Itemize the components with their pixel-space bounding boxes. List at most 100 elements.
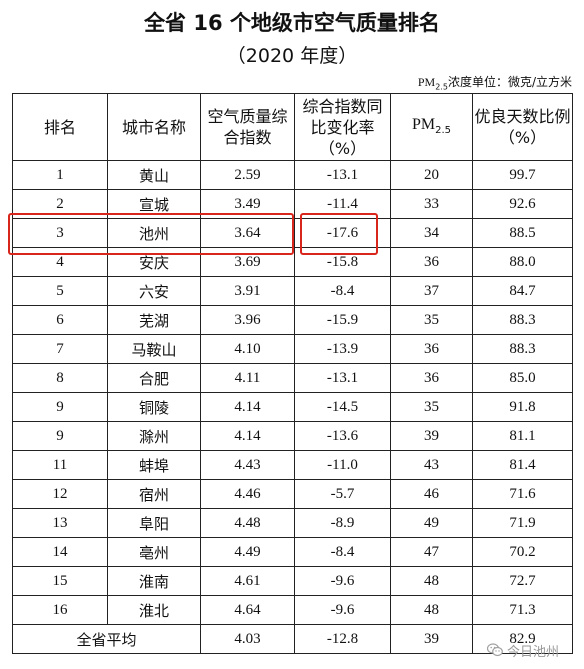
change-cell: -8.9 <box>294 508 391 538</box>
change-cell: -17.6 <box>294 218 391 248</box>
pm25-cell: 36 <box>390 334 473 364</box>
table-row: 15 淮南 4.61 -9.6 48 72.7 <box>12 566 573 596</box>
good-days-cell: 91.8 <box>472 392 573 422</box>
index-cell: 4.14 <box>200 392 295 422</box>
city-cell: 安庆 <box>107 247 201 277</box>
table-row: 6 芜湖 3.96 -15.9 35 88.3 <box>12 305 573 335</box>
highlight-box-change <box>300 213 378 255</box>
highlight-box-row <box>8 213 294 255</box>
rank-cell: 4 <box>12 247 108 277</box>
change-cell: -13.9 <box>294 334 391 364</box>
rank-cell: 15 <box>12 566 108 596</box>
pm25-cell: 35 <box>390 305 473 335</box>
pm25-cell: 33 <box>390 189 473 219</box>
change-cell: -13.1 <box>294 160 391 190</box>
good-days-cell: 84.7 <box>472 276 573 306</box>
city-cell: 芜湖 <box>107 305 201 335</box>
city-cell: 阜阳 <box>107 508 201 538</box>
index-cell: 4.10 <box>200 334 295 364</box>
rank-cell: 1 <box>12 160 108 190</box>
header-pm-base: PM <box>411 115 436 133</box>
city-cell: 马鞍山 <box>107 334 201 364</box>
change-cell: -8.4 <box>294 537 391 567</box>
good-days-cell: 88.5 <box>472 218 573 248</box>
good-days-cell: 88.0 <box>472 247 573 277</box>
index-cell: 3.64 <box>200 218 295 248</box>
rank-cell: 9 <box>12 421 108 451</box>
rank-cell: 16 <box>12 595 108 625</box>
unit-pm-base: PM <box>417 75 436 89</box>
city-cell: 铜陵 <box>107 392 201 422</box>
good-days-cell: 71.3 <box>472 595 573 625</box>
table-row: 9 铜陵 4.14 -14.5 35 91.8 <box>12 392 573 422</box>
table-row: 7 马鞍山 4.10 -13.9 36 88.3 <box>12 334 573 364</box>
pm25-cell: 20 <box>390 160 473 190</box>
good-days-cell: 99.7 <box>472 160 573 190</box>
average-change: -12.8 <box>294 624 391 654</box>
table-row: 5 六安 3.91 -8.4 37 84.7 <box>12 276 573 306</box>
page-subtitle: （2020 年度） <box>226 45 358 67</box>
table-row: 13 阜阳 4.48 -8.9 49 71.9 <box>12 508 573 538</box>
good-days-cell: 71.6 <box>472 479 573 509</box>
index-cell: 3.91 <box>200 276 295 306</box>
change-cell: -8.4 <box>294 276 391 306</box>
good-days-cell: 81.1 <box>472 421 573 451</box>
pm25-cell: 36 <box>390 247 473 277</box>
table-row: 11 蚌埠 4.43 -11.0 43 81.4 <box>12 450 573 480</box>
index-cell: 4.43 <box>200 450 295 480</box>
city-cell: 六安 <box>107 276 201 306</box>
index-cell: 2.59 <box>200 160 295 190</box>
city-cell: 滁州 <box>107 421 201 451</box>
table-row: 14 亳州 4.49 -8.4 47 70.2 <box>12 537 573 567</box>
pm25-cell: 49 <box>390 508 473 538</box>
header-change: 综合指数同比变化率（%） <box>294 93 391 161</box>
unit-pm-sub: 2.5 <box>435 82 448 92</box>
pm25-cell: 36 <box>390 363 473 393</box>
header-pm25: PM2.5 <box>390 93 473 161</box>
header-pm-sub: 2.5 <box>435 125 452 137</box>
header-row: 排名 城市名称 空气质量综合指数 综合指数同比变化率（%） PM2.5 优良天数… <box>12 93 573 161</box>
rank-cell: 13 <box>12 508 108 538</box>
index-cell: 4.11 <box>200 363 295 393</box>
index-cell: 4.46 <box>200 479 295 509</box>
index-cell: 3.96 <box>200 305 295 335</box>
average-row: 全省平均 4.03 -12.8 39 82.9 <box>12 624 573 654</box>
pm25-cell: 48 <box>390 566 473 596</box>
average-good-days: 82.9 <box>472 624 573 654</box>
city-cell: 黄山 <box>107 160 201 190</box>
pm25-cell: 35 <box>390 392 473 422</box>
index-cell: 4.49 <box>200 537 295 567</box>
good-days-cell: 70.2 <box>472 537 573 567</box>
city-cell: 合肥 <box>107 363 201 393</box>
good-days-cell: 71.9 <box>472 508 573 538</box>
rank-cell: 7 <box>12 334 108 364</box>
header-index: 空气质量综合指数 <box>200 93 295 161</box>
good-days-cell: 72.7 <box>472 566 573 596</box>
rank-cell: 14 <box>12 537 108 567</box>
change-cell: -15.9 <box>294 305 391 335</box>
table-row: 4 安庆 3.69 -15.8 36 88.0 <box>12 247 573 277</box>
average-index: 4.03 <box>200 624 295 654</box>
change-cell: -11.0 <box>294 450 391 480</box>
change-cell: -9.6 <box>294 595 391 625</box>
page-title: 全省 16 个地级市空气质量排名 <box>144 11 440 35</box>
rank-cell: 12 <box>12 479 108 509</box>
good-days-cell: 85.0 <box>472 363 573 393</box>
change-cell: -14.5 <box>294 392 391 422</box>
rank-cell: 9 <box>12 392 108 422</box>
table-row: 1 黄山 2.59 -13.1 20 99.7 <box>12 160 573 190</box>
watermark: 今日池州 <box>487 638 559 662</box>
table-row-highlighted: 3 池州 3.64 -17.6 34 88.5 <box>12 218 573 248</box>
pm25-cell: 48 <box>390 595 473 625</box>
pm25-cell: 39 <box>390 421 473 451</box>
good-days-cell: 92.6 <box>472 189 573 219</box>
table-row: 16 淮北 4.64 -9.6 48 71.3 <box>12 595 573 625</box>
pm25-cell: 47 <box>390 537 473 567</box>
pm25-cell: 46 <box>390 479 473 509</box>
city-cell: 亳州 <box>107 537 201 567</box>
city-cell: 宿州 <box>107 479 201 509</box>
header-city: 城市名称 <box>107 93 201 161</box>
city-cell: 淮南 <box>107 566 201 596</box>
good-days-cell: 88.3 <box>472 305 573 335</box>
change-cell: -5.7 <box>294 479 391 509</box>
